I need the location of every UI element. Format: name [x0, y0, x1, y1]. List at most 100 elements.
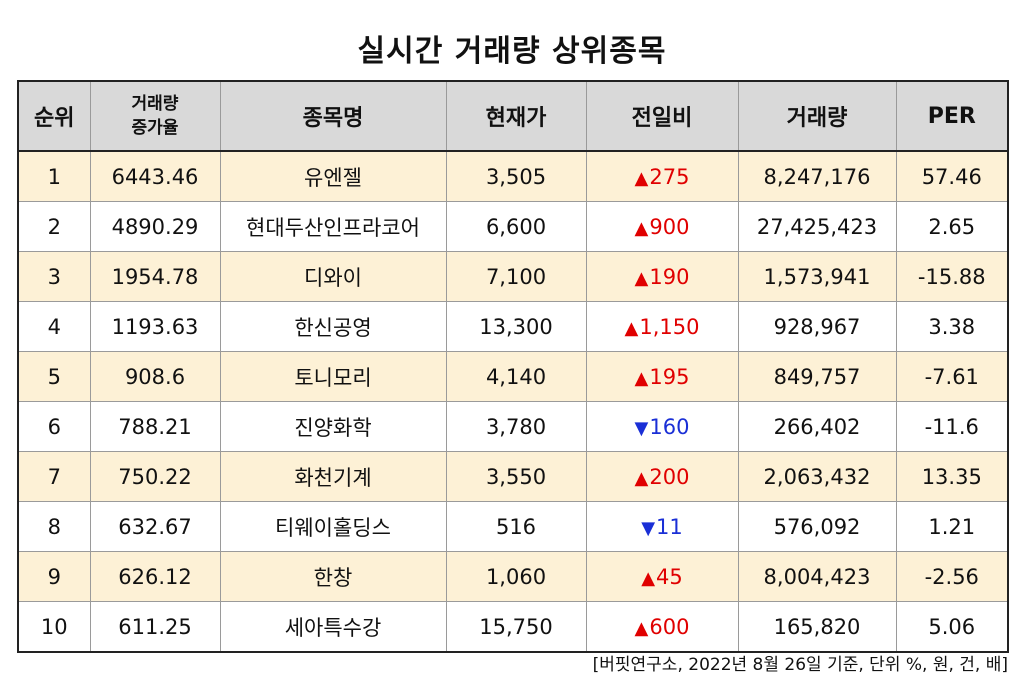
- cell-per: -7.61: [895, 351, 1009, 402]
- table-row: 7 750.22 화천기계 3,550 ▲200 2,063,432 13.35: [17, 451, 1009, 502]
- cell-volume: 266,402: [737, 401, 897, 452]
- table-row: 5 908.6 토니모리 4,140 ▲195 849,757 -7.61: [17, 351, 1009, 402]
- up-triangle-icon: ▲: [624, 317, 639, 339]
- cell-per: -11.6: [895, 401, 1009, 452]
- cell-name: 티웨이홀딩스: [219, 501, 447, 552]
- cell-volume-growth: 750.22: [89, 451, 221, 502]
- cell-volume: 928,967: [737, 301, 897, 352]
- table-row: 3 1954.78 디와이 7,100 ▲190 1,573,941 -15.88: [17, 251, 1009, 302]
- cell-volume: 8,247,176: [737, 150, 897, 202]
- cell-name: 현대두산인프라코어: [219, 201, 447, 252]
- cell-name: 토니모리: [219, 351, 447, 402]
- cell-per: 1.21: [895, 501, 1009, 552]
- cell-rank: 8: [17, 501, 91, 552]
- up-triangle-icon: ▲: [641, 567, 656, 589]
- header-volume: 거래량: [737, 80, 897, 152]
- cell-volume-growth: 1193.63: [89, 301, 221, 352]
- change-value: 900: [649, 214, 690, 239]
- cell-rank: 6: [17, 401, 91, 452]
- cell-volume-growth: 632.67: [89, 501, 221, 552]
- cell-volume-growth: 4890.29: [89, 201, 221, 252]
- up-triangle-icon: ▲: [634, 217, 649, 239]
- cell-rank: 9: [17, 551, 91, 602]
- cell-rank: 5: [17, 351, 91, 402]
- cell-rank: 1: [17, 150, 91, 202]
- header-per: PER: [895, 80, 1009, 152]
- cell-change: ▲195: [585, 351, 739, 402]
- cell-per: -2.56: [895, 551, 1009, 602]
- cell-volume-growth: 1954.78: [89, 251, 221, 302]
- cell-change: ▲600: [585, 601, 739, 653]
- cell-volume: 1,573,941: [737, 251, 897, 302]
- table-row: 10 611.25 세아특수강 15,750 ▲600 165,820 5.06: [17, 601, 1009, 653]
- source-note: [버핏연구소, 2022년 8월 26일 기준, 단위 %, 원, 건, 배]: [592, 655, 1008, 675]
- up-triangle-icon: ▲: [634, 267, 649, 289]
- change-value: 200: [649, 464, 690, 489]
- cell-name: 한신공영: [219, 301, 447, 352]
- cell-name: 진양화학: [219, 401, 447, 452]
- cell-change: ▲200: [585, 451, 739, 502]
- header-volume-growth-line1: 거래량: [131, 94, 179, 114]
- top-volume-table: 순위 거래량 증가율 종목명 현재가 전일비 거래량 PER 1 6443.46 유…: [17, 80, 1009, 653]
- cell-volume-growth: 908.6: [89, 351, 221, 402]
- cell-volume-growth: 611.25: [89, 601, 221, 653]
- table-row: 9 626.12 한창 1,060 ▲45 8,004,423 -2.56: [17, 551, 1009, 602]
- cell-volume: 849,757: [737, 351, 897, 402]
- cell-per: 13.35: [895, 451, 1009, 502]
- table-row: 1 6443.46 유엔젤 3,505 ▲275 8,247,176 57.46: [17, 150, 1009, 202]
- cell-rank: 4: [17, 301, 91, 352]
- cell-change: ▼160: [585, 401, 739, 452]
- up-triangle-icon: ▲: [634, 167, 649, 189]
- up-triangle-icon: ▲: [634, 617, 649, 639]
- down-triangle-icon: ▼: [634, 417, 649, 439]
- change-value: 600: [649, 614, 690, 639]
- cell-per: 57.46: [895, 150, 1009, 202]
- cell-rank: 2: [17, 201, 91, 252]
- cell-change: ▲1,150: [585, 301, 739, 352]
- cell-rank: 10: [17, 601, 91, 653]
- change-value: 195: [649, 364, 690, 389]
- cell-price: 3,550: [445, 451, 587, 502]
- up-triangle-icon: ▲: [634, 367, 649, 389]
- cell-price: 3,505: [445, 150, 587, 202]
- table-row: 8 632.67 티웨이홀딩스 516 ▼11 576,092 1.21: [17, 501, 1009, 552]
- header-name: 종목명: [219, 80, 447, 152]
- header-price: 현재가: [445, 80, 587, 152]
- header-rank: 순위: [17, 80, 91, 152]
- cell-volume-growth: 626.12: [89, 551, 221, 602]
- cell-price: 15,750: [445, 601, 587, 653]
- cell-name: 한창: [219, 551, 447, 602]
- header-volume-growth: 거래량 증가율: [89, 80, 221, 152]
- table-row: 6 788.21 진양화학 3,780 ▼160 266,402 -11.6: [17, 401, 1009, 452]
- cell-change: ▲900: [585, 201, 739, 252]
- header-row: 순위 거래량 증가율 종목명 현재가 전일비 거래량 PER: [17, 80, 1009, 152]
- cell-name: 화천기계: [219, 451, 447, 502]
- cell-volume: 8,004,423: [737, 551, 897, 602]
- cell-name: 세아특수강: [219, 601, 447, 653]
- cell-volume: 27,425,423: [737, 201, 897, 252]
- cell-name: 유엔젤: [219, 150, 447, 202]
- cell-rank: 3: [17, 251, 91, 302]
- table-title: 실시간 거래량 상위종목: [357, 34, 667, 69]
- cell-price: 4,140: [445, 351, 587, 402]
- cell-name: 디와이: [219, 251, 447, 302]
- cell-price: 1,060: [445, 551, 587, 602]
- cell-per: 2.65: [895, 201, 1009, 252]
- cell-price: 6,600: [445, 201, 587, 252]
- change-value: 160: [649, 414, 690, 439]
- change-value: 275: [649, 164, 690, 189]
- cell-volume: 576,092: [737, 501, 897, 552]
- cell-price: 7,100: [445, 251, 587, 302]
- cell-volume-growth: 6443.46: [89, 150, 221, 202]
- cell-change: ▼11: [585, 501, 739, 552]
- cell-volume: 165,820: [737, 601, 897, 653]
- cell-volume: 2,063,432: [737, 451, 897, 502]
- table-body: 1 6443.46 유엔젤 3,505 ▲275 8,247,176 57.46 2 4890.…: [17, 150, 1009, 653]
- table-row: 2 4890.29 현대두산인프라코어 6,600 ▲900 27,425,423 2.65: [17, 201, 1009, 252]
- change-value: 45: [656, 564, 683, 589]
- cell-price: 3,780: [445, 401, 587, 452]
- header-change: 전일비: [585, 80, 739, 152]
- cell-price: 516: [445, 501, 587, 552]
- change-value: 190: [649, 264, 690, 289]
- cell-volume-growth: 788.21: [89, 401, 221, 452]
